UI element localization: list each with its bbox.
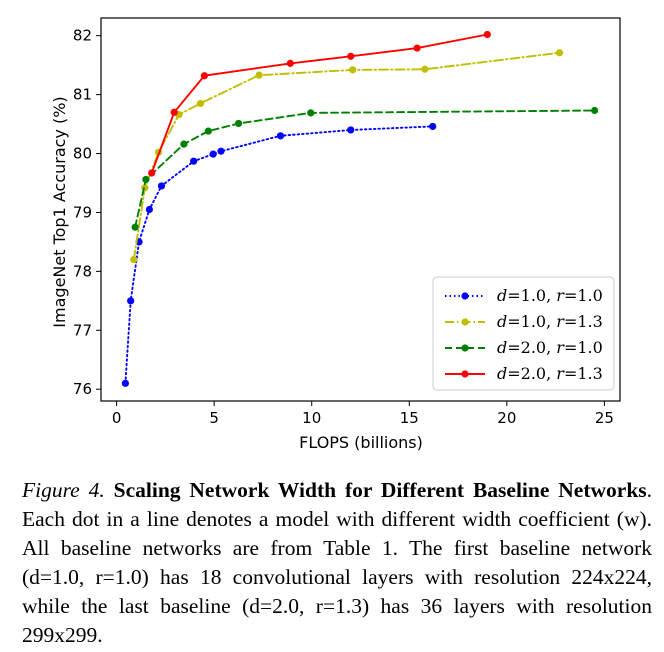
- caption-title: Scaling Network Width for Different Base…: [113, 478, 647, 502]
- data-point: [130, 255, 138, 264]
- y-axis-label: ImageNet Top1 Accuracy (%): [50, 96, 69, 327]
- data-point: [170, 108, 178, 116]
- legend-label: d=2.0, r=1.0: [497, 338, 603, 357]
- data-point: [190, 157, 198, 165]
- data-point: [347, 52, 355, 60]
- data-point: [307, 109, 315, 117]
- legend-swatch-marker: [461, 370, 469, 378]
- data-point: [127, 297, 135, 305]
- series-line: [124, 125, 434, 385]
- figure-label: Figure 4.: [22, 478, 105, 502]
- ticks-layer: 0 5 10 15 20 25 76 77 78 79 80 81 82: [73, 27, 614, 427]
- x-tick-label: 10: [302, 409, 321, 427]
- series-layer: [121, 30, 599, 387]
- legend-label: d=2.0, r=1.3: [497, 364, 603, 383]
- legend-label: d=1.0, r=1.0: [497, 286, 603, 305]
- series-1: [121, 122, 437, 387]
- series-line: [134, 109, 596, 229]
- data-point: [142, 175, 150, 184]
- y-tick-label: 82: [73, 27, 92, 45]
- data-point: [429, 122, 437, 131]
- data-point: [180, 140, 188, 148]
- legend-swatch-marker: [461, 292, 469, 300]
- caption-body: . Each dot in a line denotes a model wit…: [22, 478, 653, 647]
- data-point: [483, 30, 491, 39]
- data-point: [255, 71, 263, 79]
- legend-box: [432, 276, 615, 391]
- figure-caption: Figure 4. Scaling Network Width for Diff…: [22, 476, 652, 650]
- data-point: [286, 59, 294, 67]
- series-4: [148, 30, 491, 177]
- legend: d=1.0, r=1.0 d=1.0, r=1.3 d=2.0, r=1.0 d=2.…: [432, 276, 615, 391]
- x-axis-label: FLOPS (billions): [299, 433, 423, 452]
- y-tick-label: 78: [73, 262, 92, 280]
- data-point: [555, 49, 564, 57]
- x-tick-label: 15: [400, 409, 419, 427]
- data-point: [157, 182, 166, 190]
- legend-swatch-marker: [461, 318, 469, 326]
- y-tick-label: 81: [73, 86, 92, 104]
- series-2: [130, 49, 564, 264]
- data-point: [591, 106, 599, 115]
- legend-item: d=1.0, r=1.3: [445, 312, 603, 331]
- y-tick-label: 76: [73, 380, 92, 398]
- x-tick-label: 5: [209, 409, 219, 427]
- chart: 0 5 10 15 20 25 76 77 78 79 80 81 82 FLOPS (billions…: [50, 17, 621, 452]
- y-tick-label: 77: [73, 321, 92, 339]
- y-tick-label: 80: [73, 145, 92, 163]
- x-tick-label: 25: [595, 409, 614, 427]
- data-point: [413, 44, 421, 52]
- legend-item: d=2.0, r=1.0: [445, 338, 603, 357]
- legend-item: d=1.0, r=1.0: [445, 286, 603, 305]
- data-point: [217, 147, 225, 155]
- x-tick-label: 20: [497, 409, 516, 427]
- y-tick-label: 79: [73, 203, 92, 221]
- data-point: [209, 150, 217, 158]
- data-point: [421, 65, 429, 73]
- legend-label: d=1.0, r=1.3: [497, 312, 603, 331]
- data-point: [131, 223, 139, 231]
- data-point: [196, 99, 205, 108]
- plot-frame: [100, 17, 621, 402]
- data-point: [234, 119, 243, 128]
- data-point: [204, 127, 212, 135]
- data-point: [148, 169, 156, 177]
- x-tick-label: 0: [112, 409, 122, 427]
- legend-item: d=2.0, r=1.3: [445, 364, 603, 383]
- data-point: [121, 379, 129, 387]
- data-point: [276, 132, 285, 140]
- axes-frame: [100, 17, 621, 402]
- data-point: [200, 72, 209, 80]
- data-point: [347, 126, 355, 134]
- data-point: [349, 66, 357, 74]
- series-3: [131, 106, 599, 231]
- legend-swatch-marker: [461, 344, 469, 352]
- data-point: [145, 205, 153, 214]
